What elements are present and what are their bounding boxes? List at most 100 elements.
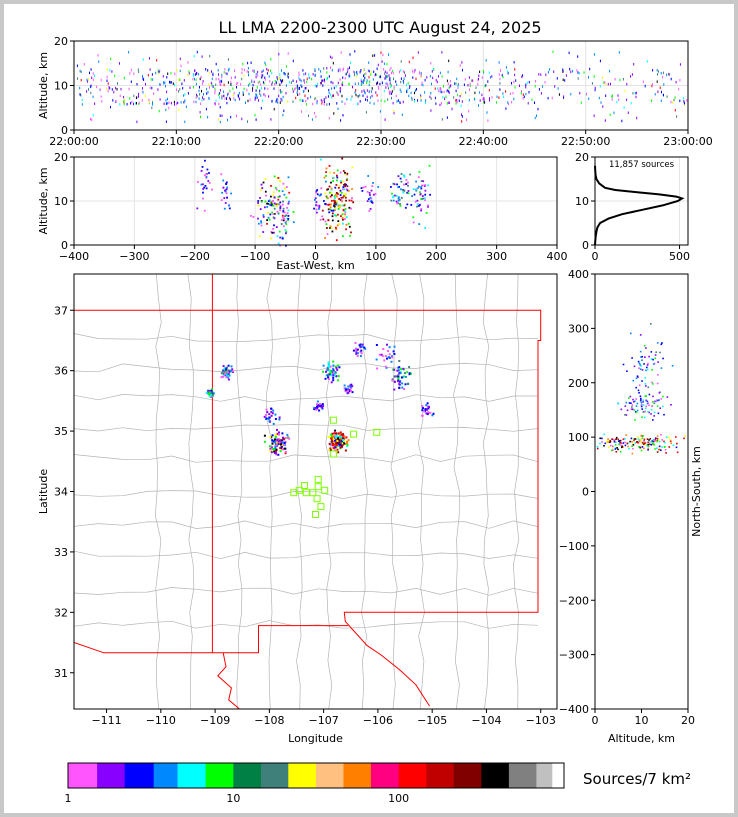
ew-source-2 <box>257 217 259 220</box>
ns-source-2 <box>634 411 637 413</box>
time-alt-tick-label: 0 <box>61 124 68 137</box>
ns-source-1 <box>656 382 659 385</box>
time-source <box>522 93 524 96</box>
map-source-4 <box>329 449 332 452</box>
map-source-1 <box>212 392 215 395</box>
ns-source-4 <box>635 386 637 389</box>
ew-source-8 <box>420 180 423 182</box>
lma-station-marker <box>314 483 322 491</box>
time-source <box>219 114 221 117</box>
time-source <box>126 103 128 106</box>
time-source <box>439 90 441 93</box>
time-source <box>198 73 200 76</box>
ew-source-5 <box>350 199 353 202</box>
time-source <box>372 54 374 57</box>
map-source-10 <box>398 383 401 386</box>
time-source <box>257 81 259 84</box>
time-source <box>278 52 280 56</box>
colorbar-segment <box>177 763 206 788</box>
time-source <box>364 91 366 95</box>
ns-source-1 <box>641 380 643 382</box>
time-source <box>159 69 161 72</box>
lma-station-marker <box>290 489 298 497</box>
time-source <box>386 75 388 78</box>
time-source <box>404 74 406 77</box>
ns-source-0 <box>641 441 644 444</box>
map-source-3 <box>278 441 281 444</box>
time-source <box>163 81 165 84</box>
ew-source-5 <box>344 185 346 188</box>
ew-source-5 <box>351 188 353 190</box>
time-source <box>525 92 527 96</box>
lon-tick-label: −107 <box>309 714 339 727</box>
map-source-3 <box>270 446 273 449</box>
time-source <box>323 78 325 82</box>
time-source <box>149 101 150 104</box>
map-source-6 <box>349 384 352 387</box>
time-source <box>333 112 335 115</box>
ew-source-2 <box>257 204 260 207</box>
ns-source-0 <box>644 442 647 444</box>
ew-source-5 <box>339 191 342 193</box>
time-source <box>545 73 547 76</box>
time-source <box>354 82 356 86</box>
time-source <box>377 81 379 84</box>
ew-source-8 <box>415 188 418 191</box>
map-source-8 <box>359 350 362 353</box>
ns-source-0 <box>664 449 667 451</box>
map-source-3 <box>281 439 284 442</box>
time-source <box>221 95 223 98</box>
ew-source-5 <box>340 198 343 201</box>
map-source-1 <box>210 391 213 394</box>
ew-source-2 <box>272 191 275 194</box>
time-source <box>430 109 432 112</box>
time-source <box>457 93 459 97</box>
time-source <box>136 120 138 124</box>
map-source-6 <box>351 391 354 394</box>
ew-source-5 <box>344 192 347 195</box>
ns-source-0 <box>684 435 686 437</box>
map-source-4 <box>329 440 332 443</box>
time-source <box>287 76 289 79</box>
time-source <box>306 80 308 84</box>
ns-source-0 <box>619 441 621 444</box>
time-source <box>393 86 395 89</box>
map-source-3 <box>275 450 277 453</box>
time-source <box>391 71 392 75</box>
time-source <box>469 88 470 91</box>
ew-source-3 <box>287 215 290 217</box>
time-source <box>100 95 102 98</box>
time-source <box>255 75 257 79</box>
county-line-v <box>417 274 425 709</box>
ew-source-7 <box>395 195 398 197</box>
ew-source-1 <box>221 191 224 194</box>
ew-source-5 <box>329 206 332 209</box>
time-source <box>151 86 153 90</box>
time-source <box>485 59 487 62</box>
ns-source-0 <box>663 440 665 443</box>
time-source <box>81 103 83 106</box>
time-source <box>113 90 115 94</box>
time-source <box>562 78 564 81</box>
time-source <box>616 100 618 104</box>
ew-source-7 <box>403 183 405 186</box>
time-source <box>287 100 289 103</box>
time-source <box>463 83 465 87</box>
time-source <box>119 103 121 106</box>
time-source <box>498 61 500 64</box>
ns-source-2 <box>634 419 636 421</box>
ew-source-1 <box>223 197 226 199</box>
map-source-10 <box>396 369 399 372</box>
map-source-3 <box>275 440 278 443</box>
map-source-11 <box>427 407 430 410</box>
time-source <box>285 84 287 87</box>
map-source-4 <box>341 445 344 448</box>
ns-source-0 <box>607 440 609 442</box>
time-source <box>306 77 308 81</box>
ew-source-5 <box>344 183 346 185</box>
time-source <box>106 68 108 71</box>
time-alt-tick-label: 10 <box>54 80 68 93</box>
map-source-6 <box>344 390 347 393</box>
county-line-h <box>74 620 539 629</box>
ew-source-0 <box>211 188 213 191</box>
